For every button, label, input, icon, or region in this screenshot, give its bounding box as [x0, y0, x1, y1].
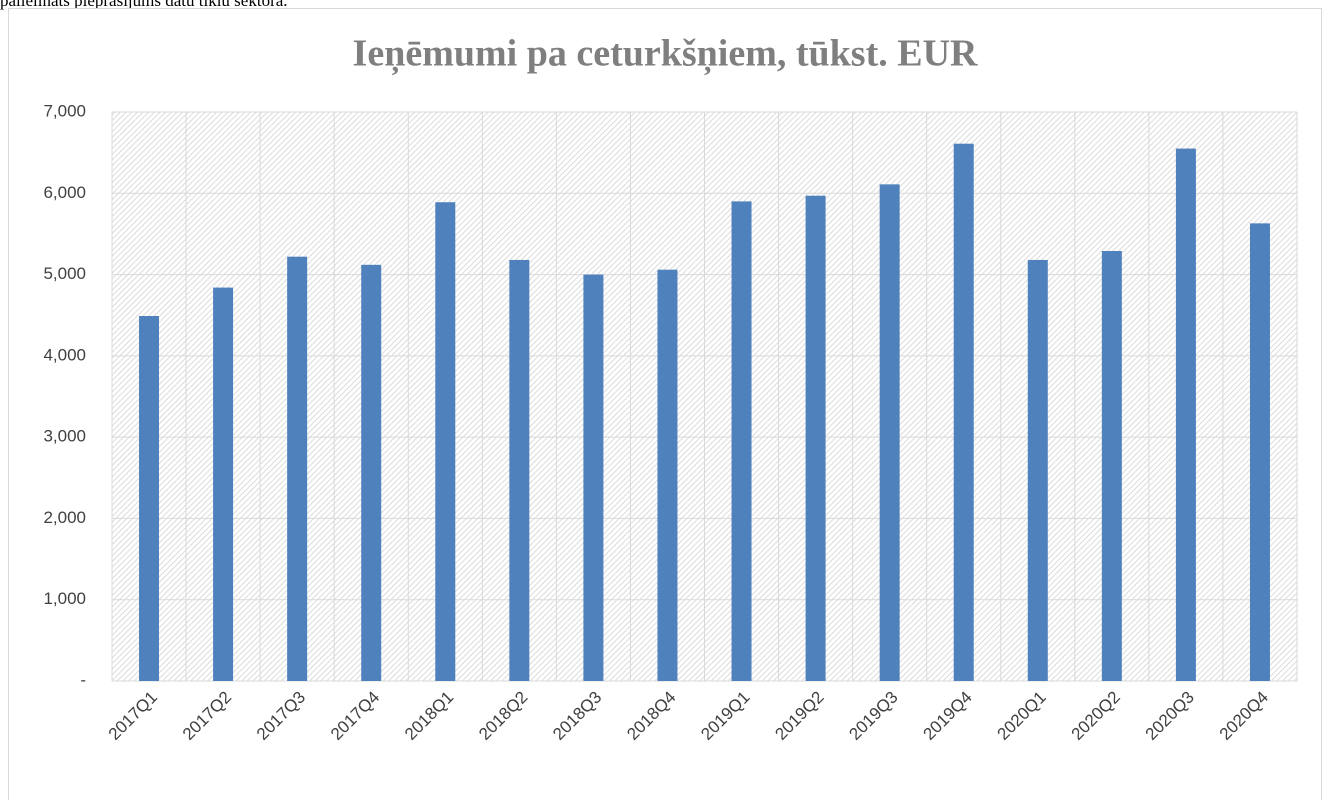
bar [139, 316, 160, 681]
bar [1101, 250, 1122, 681]
bar [509, 259, 530, 681]
bar [1027, 259, 1048, 681]
bar [1175, 148, 1196, 682]
chart-title: Ieņēmumi pa ceturkšņiem, tūkst. EUR [353, 33, 978, 76]
bar [1249, 223, 1270, 681]
bar [435, 202, 456, 681]
caption: palielināts pieprasījums datu tīklu sekt… [0, 0, 288, 10]
bar [361, 264, 382, 681]
bar [287, 256, 308, 681]
y-tick-label: 6,000 [43, 183, 86, 202]
y-tick-label: 5,000 [43, 264, 86, 283]
y-tick-label: 3,000 [43, 427, 86, 446]
bar [731, 201, 752, 681]
bar [657, 269, 678, 681]
y-tick-label: - [80, 670, 86, 689]
bar [953, 143, 974, 682]
bar [879, 184, 900, 681]
bar [583, 274, 604, 681]
bar [213, 287, 234, 681]
y-tick-label: 7,000 [43, 101, 86, 120]
y-tick-label: 4,000 [43, 345, 86, 364]
y-tick-label: 2,000 [43, 508, 86, 527]
y-tick-label: 1,000 [43, 589, 86, 608]
bar [805, 195, 826, 681]
